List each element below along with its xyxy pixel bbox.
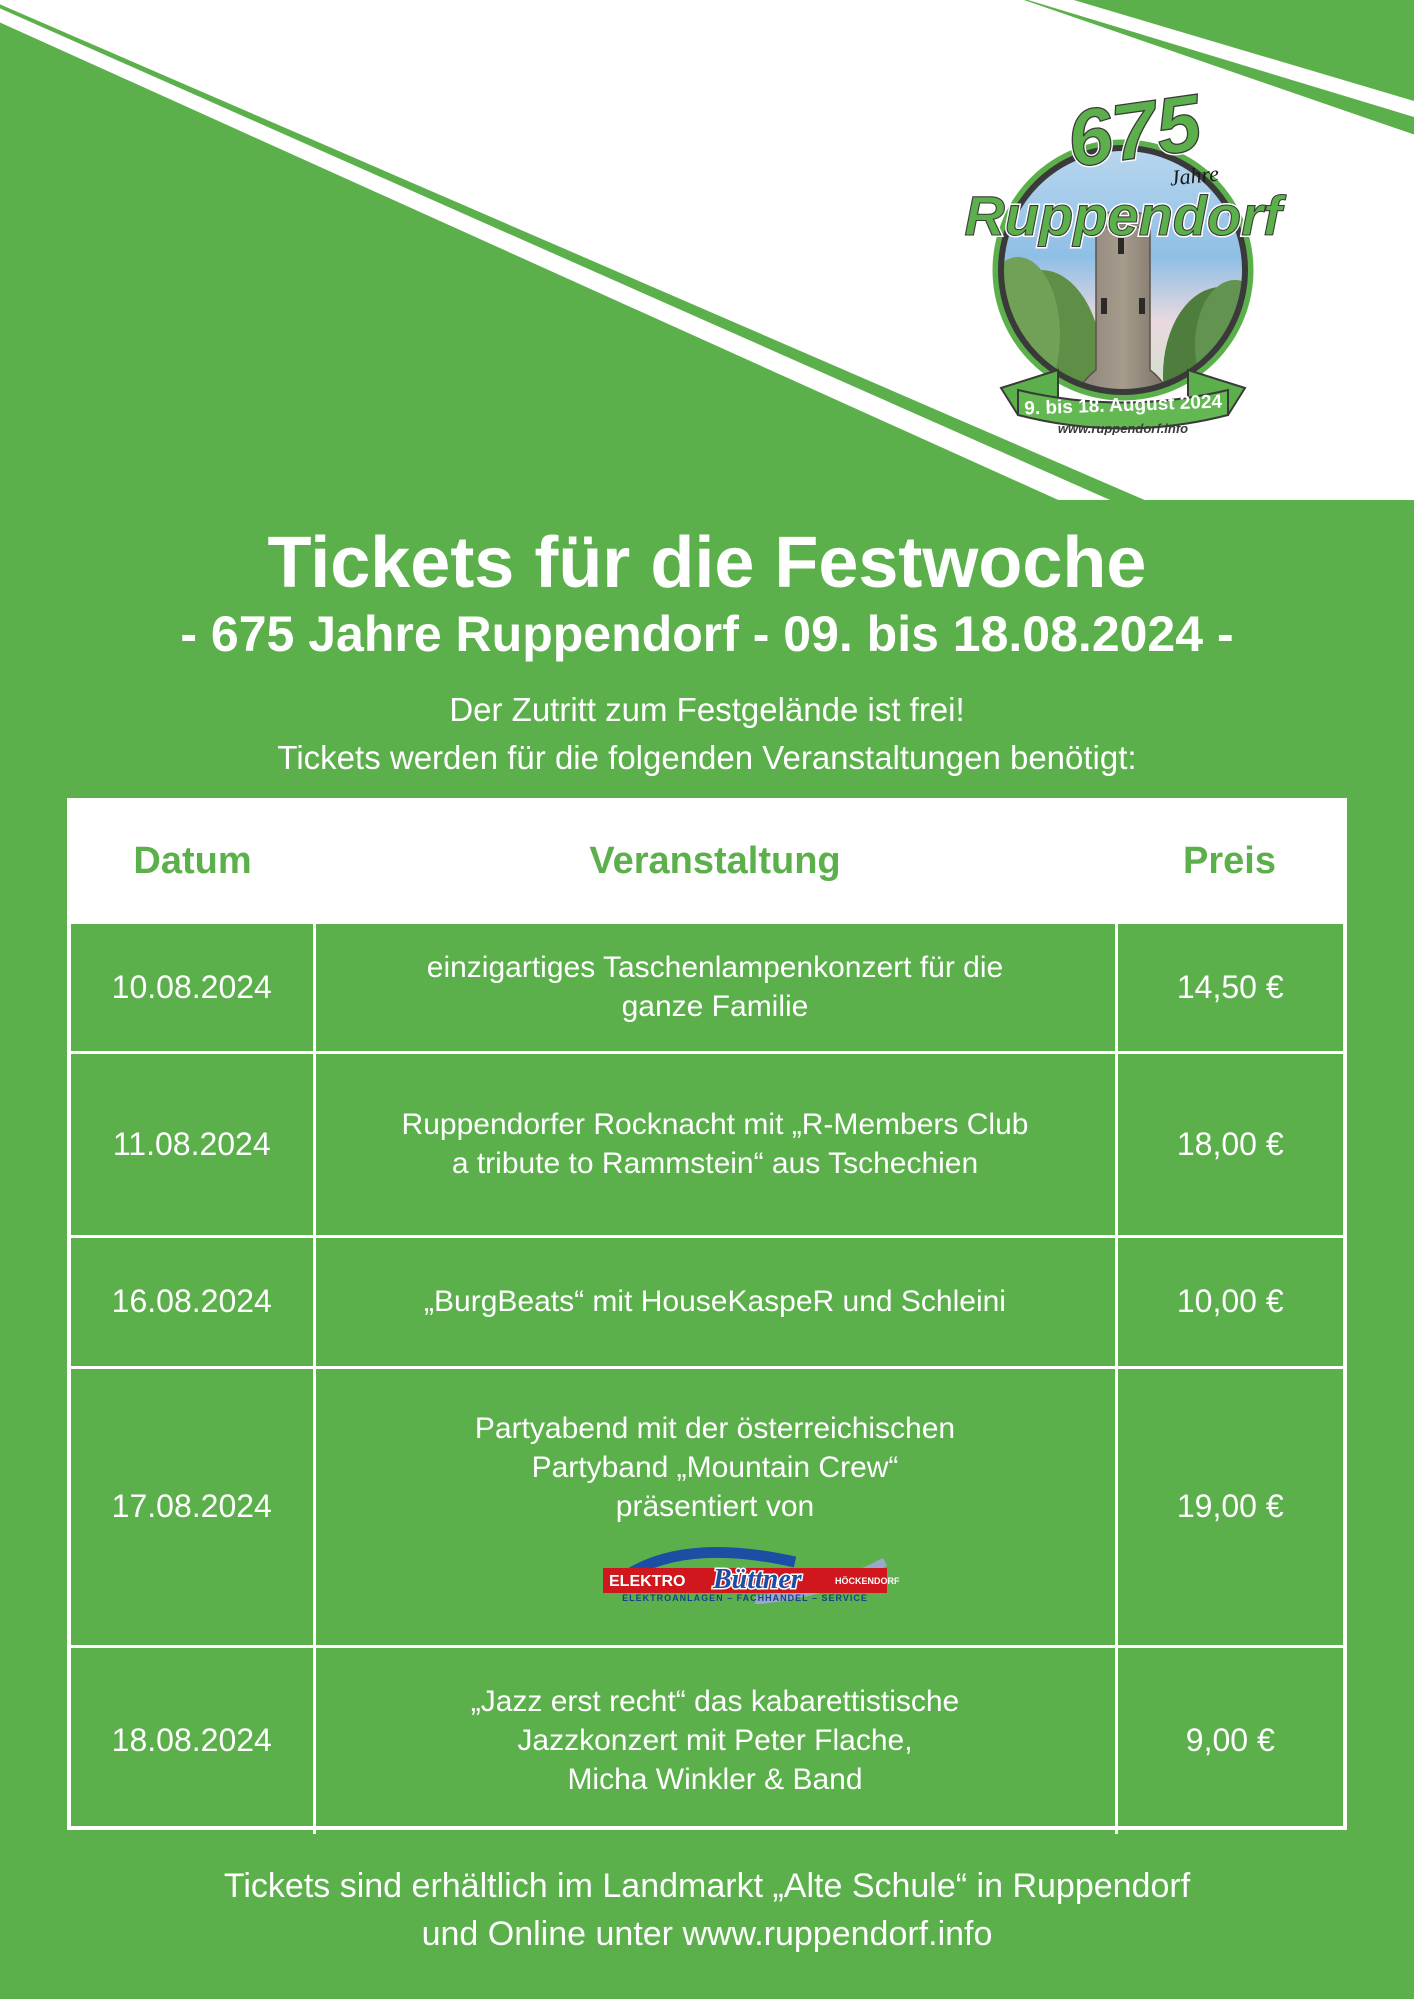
- svg-text:www.ruppendorf.info: www.ruppendorf.info: [1058, 421, 1188, 435]
- svg-text:HÖCKENDORF: HÖCKENDORF: [835, 1576, 900, 1586]
- svg-text:Büttner: Büttner: [712, 1564, 803, 1595]
- svg-text:ELEKTROANLAGEN – FACHHANDEL –: ELEKTROANLAGEN – FACHHANDEL – SERVICE: [622, 1593, 868, 1603]
- svg-text:ELEKTRO: ELEKTRO: [609, 1573, 685, 1590]
- svg-text:Ruppendorf: Ruppendorf: [964, 184, 1287, 247]
